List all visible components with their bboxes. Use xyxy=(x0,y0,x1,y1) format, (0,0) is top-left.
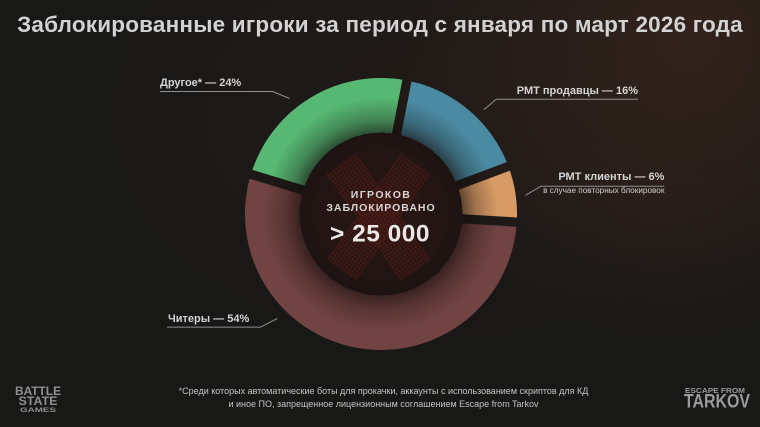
svg-text:ЗАБЛОКИРОВАНО: ЗАБЛОКИРОВАНО xyxy=(326,202,435,214)
svg-text:ИГРОКОВ: ИГРОКОВ xyxy=(351,189,412,201)
svg-text:TARKOV: TARKOV xyxy=(684,391,750,410)
svg-text:ESCAPE FROM: ESCAPE FROM xyxy=(685,388,745,395)
svg-text:STATE: STATE xyxy=(19,394,58,408)
svg-text:BATTLE: BATTLE xyxy=(15,384,61,398)
svg-text:> 25 000: > 25 000 xyxy=(330,221,430,248)
svg-text:GAMES: GAMES xyxy=(20,407,57,414)
